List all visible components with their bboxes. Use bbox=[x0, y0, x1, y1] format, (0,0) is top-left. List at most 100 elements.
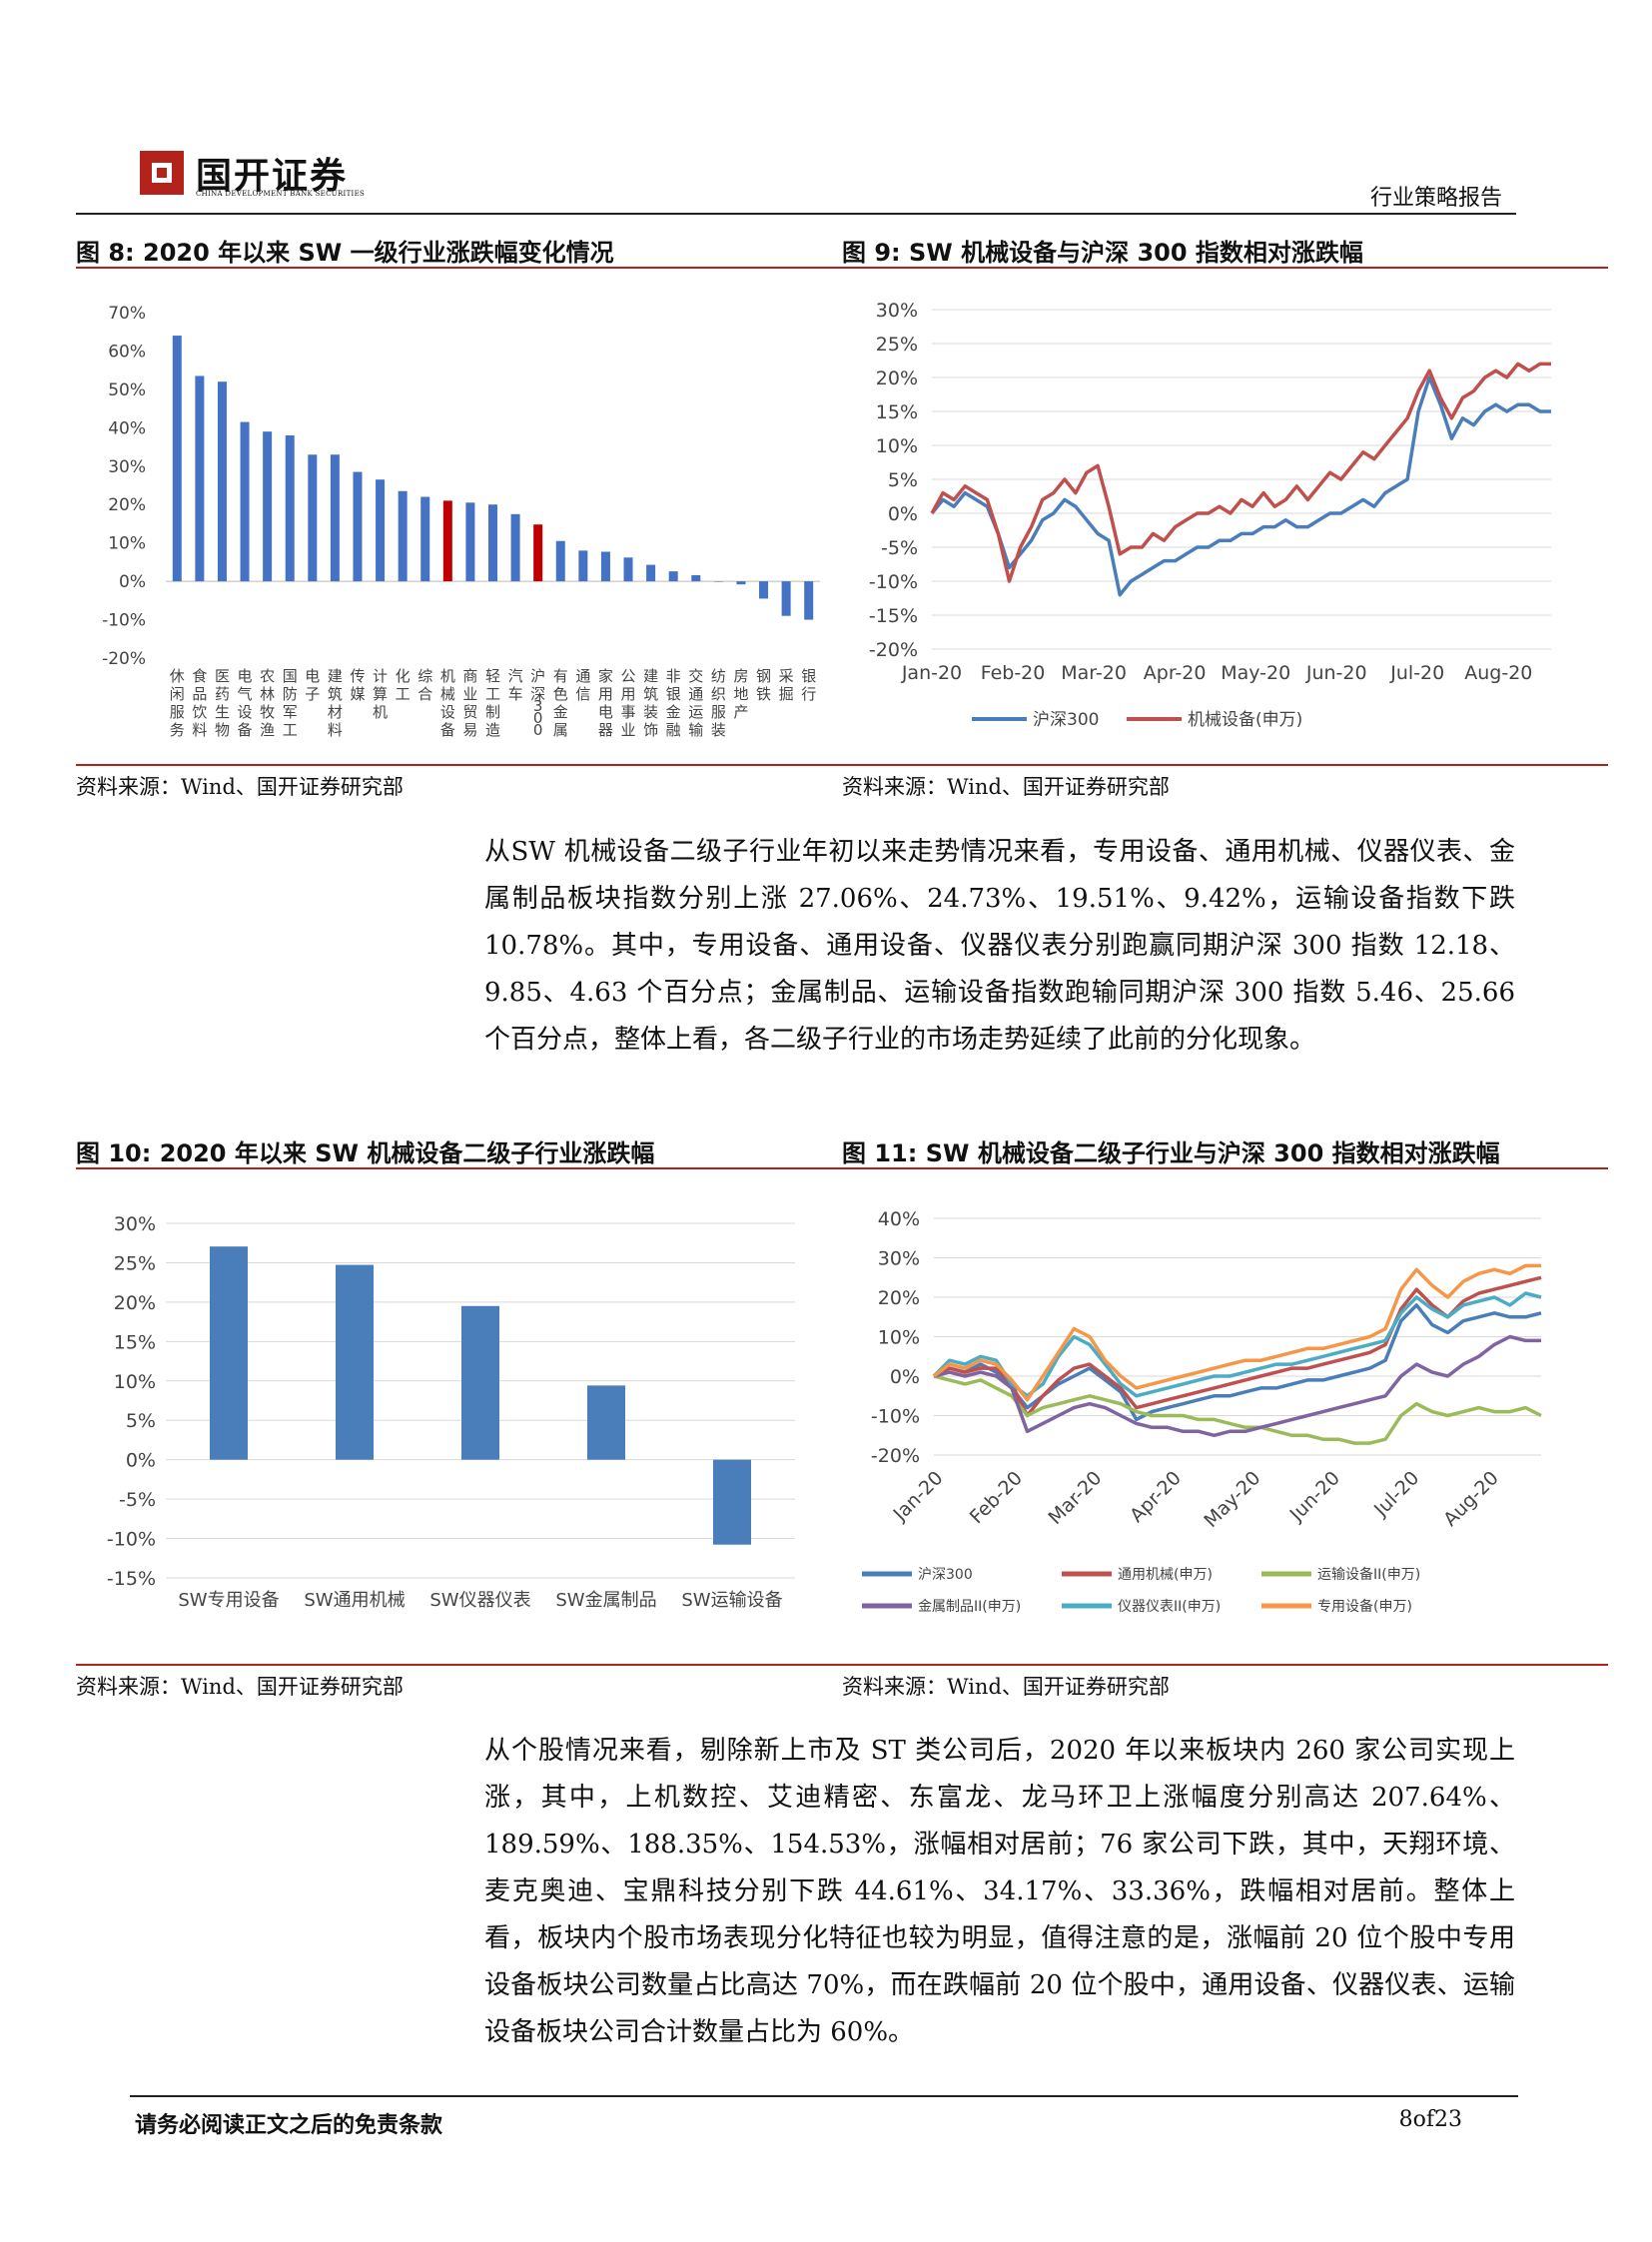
x-tick-label: SW金属制品 bbox=[555, 1590, 656, 1611]
x-tick-label: Jun-20 bbox=[1305, 662, 1367, 684]
bar bbox=[442, 500, 452, 582]
y-tick-label: 30% bbox=[114, 1213, 156, 1235]
fig11-source: 资料来源：Wind、国开证券研究部 bbox=[842, 1675, 1170, 1699]
legend-label: 仪器仪表II(申万) bbox=[1118, 1599, 1221, 1615]
x-tick-label: 机械设备 bbox=[440, 667, 455, 739]
x-tick-label: Jun-20 bbox=[1285, 1467, 1344, 1526]
bar bbox=[398, 490, 408, 582]
y-tick-label: 30% bbox=[876, 300, 918, 322]
y-tick-label: 30% bbox=[878, 1248, 920, 1270]
y-tick-label: 10% bbox=[878, 1327, 920, 1349]
bar bbox=[353, 471, 363, 582]
x-tick-label: Mar-20 bbox=[1044, 1467, 1106, 1529]
y-tick-label: -15% bbox=[107, 1568, 156, 1590]
y-tick-label: 0% bbox=[888, 503, 918, 525]
fig-bottom-rule bbox=[76, 764, 1608, 766]
fig8-source: 资料来源：Wind、国开证券研究部 bbox=[76, 775, 404, 799]
x-tick-label: 医药生物 bbox=[215, 667, 230, 739]
brand-name: 国开证券 bbox=[196, 155, 349, 197]
y-tick-label: -20% bbox=[102, 649, 146, 669]
series-line bbox=[933, 1334, 1541, 1438]
y-tick-label: -10% bbox=[871, 1406, 920, 1428]
x-tick-label: 传媒 bbox=[350, 667, 365, 703]
bar bbox=[713, 581, 723, 582]
bar bbox=[461, 1305, 499, 1460]
bar bbox=[646, 564, 656, 582]
bar bbox=[691, 574, 701, 582]
y-tick-label: -15% bbox=[869, 605, 918, 627]
x-tick-label: 化工 bbox=[396, 667, 411, 703]
bar bbox=[578, 550, 588, 582]
bar bbox=[308, 454, 318, 582]
y-tick-label: 0% bbox=[890, 1366, 920, 1388]
bar bbox=[510, 513, 520, 582]
y-tick-label: 20% bbox=[114, 1292, 156, 1314]
x-tick-label: Apr-20 bbox=[1126, 1467, 1186, 1527]
y-tick-label: 30% bbox=[108, 457, 146, 477]
y-tick-label: 15% bbox=[876, 401, 918, 423]
bar bbox=[420, 496, 430, 582]
x-tick-label: 食品饮料 bbox=[192, 667, 207, 739]
x-tick-label: Aug-20 bbox=[1439, 1467, 1503, 1531]
x-tick-label: 非银金融 bbox=[666, 667, 681, 739]
x-tick-label: 钢铁 bbox=[756, 667, 771, 703]
y-tick-label: 20% bbox=[108, 495, 146, 515]
bar bbox=[587, 1385, 625, 1460]
bar bbox=[285, 435, 295, 582]
page-number: 8of23 bbox=[1398, 2107, 1462, 2132]
x-tick-label: 房地产 bbox=[733, 667, 748, 721]
y-tick-label: 15% bbox=[114, 1331, 156, 1353]
x-tick-label: Aug-20 bbox=[1464, 662, 1532, 684]
legend-label: 通用机械(申万) bbox=[1118, 1567, 1213, 1583]
fig9-chart: 30% 25% 20% 15% 10% 5% 0% -5% -10% -15% -20%Jan-20… bbox=[869, 300, 1551, 730]
legend-label: 沪深300 bbox=[1033, 710, 1099, 730]
x-tick-label: Feb-20 bbox=[981, 662, 1046, 684]
y-tick-label: -10% bbox=[102, 611, 146, 631]
x-tick-label: May-20 bbox=[1221, 662, 1290, 684]
y-tick-label: 5% bbox=[126, 1410, 156, 1432]
y-tick-label: 20% bbox=[878, 1287, 920, 1309]
x-tick-label: 交通运输 bbox=[688, 667, 703, 739]
x-tick-label: 建筑材料 bbox=[328, 667, 343, 739]
y-tick-label: 20% bbox=[876, 368, 918, 389]
bar bbox=[210, 1246, 248, 1460]
x-tick-label: Mar-20 bbox=[1061, 662, 1127, 684]
bar bbox=[488, 504, 497, 582]
y-tick-label: 0% bbox=[126, 1450, 156, 1472]
y-tick-label: 60% bbox=[108, 342, 146, 362]
x-tick-label: Jul-20 bbox=[1389, 662, 1444, 684]
series-line bbox=[933, 1374, 1542, 1445]
y-tick-label: -20% bbox=[869, 639, 918, 661]
bar bbox=[465, 502, 475, 582]
x-tick-label: 建筑装饰 bbox=[643, 667, 658, 739]
x-tick-label: 商业贸易 bbox=[462, 667, 477, 739]
x-tick-label: 纺织服装 bbox=[711, 667, 726, 739]
y-tick-label: 10% bbox=[108, 534, 146, 554]
y-tick-label: 10% bbox=[876, 435, 918, 457]
x-tick-label: SW仪器仪表 bbox=[429, 1590, 530, 1611]
bar bbox=[533, 524, 543, 582]
x-tick-label: Jan-20 bbox=[901, 662, 962, 684]
x-tick-label: 有色金属 bbox=[553, 667, 568, 739]
bar bbox=[195, 375, 205, 582]
x-tick-label: 计算机 bbox=[373, 667, 388, 721]
bar bbox=[263, 431, 273, 582]
y-tick-label: -20% bbox=[871, 1445, 920, 1467]
bar bbox=[668, 571, 678, 582]
y-tick-label: -10% bbox=[869, 571, 918, 593]
fig9-title: 图 9: SW 机械设备与沪深 300 指数相对涨跌幅 bbox=[842, 239, 1363, 267]
y-tick-label: -5% bbox=[881, 537, 918, 559]
bar bbox=[240, 421, 250, 582]
bar bbox=[804, 581, 814, 620]
legend-label: 沪深300 bbox=[918, 1567, 973, 1583]
x-tick-label: Feb-20 bbox=[966, 1467, 1027, 1528]
x-tick-label: 轻工制造 bbox=[485, 667, 500, 739]
header-rule bbox=[76, 213, 1516, 215]
legend-label: 专用设备(申万) bbox=[1317, 1598, 1412, 1615]
y-tick-label: 25% bbox=[876, 334, 918, 356]
y-tick-label: 40% bbox=[878, 1208, 920, 1230]
y-tick-label: 0% bbox=[119, 572, 146, 592]
bar bbox=[781, 581, 791, 616]
fig8-title: 图 8: 2020 年以来 SW 一级行业涨跌幅变化情况 bbox=[76, 239, 614, 267]
y-tick-label: -5% bbox=[119, 1489, 156, 1511]
